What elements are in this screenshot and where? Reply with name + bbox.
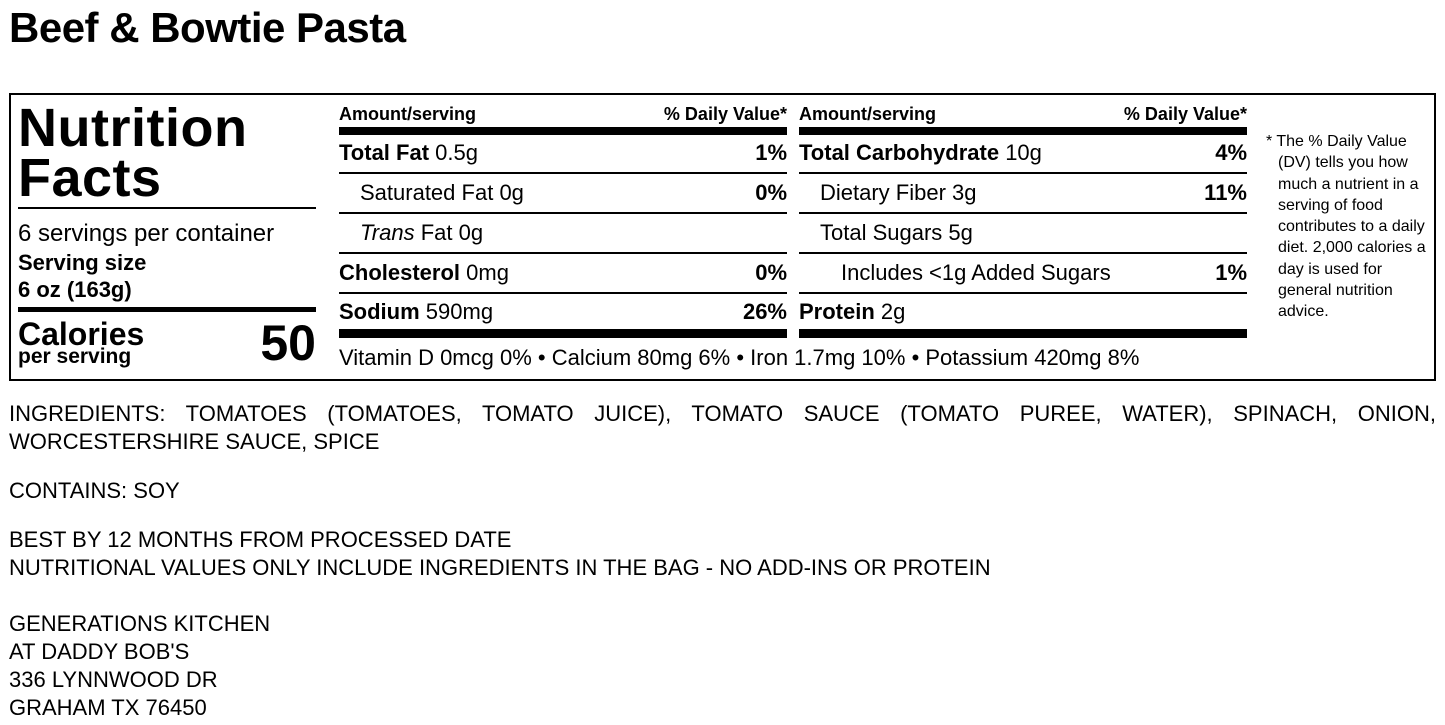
nutrient-row: Cholesterol 0mg 0% xyxy=(339,259,787,287)
nutrient-amount: 0g xyxy=(499,180,524,205)
nutrient-row: Sodium 590mg 26% xyxy=(339,298,787,326)
nutrient-amount: 0.5g xyxy=(435,140,478,165)
ingredients: INGREDIENTS: TOMATOES (TOMATOES, TOMATO … xyxy=(9,401,1436,454)
nutrient-row: Includes <1g Added Sugars 1% xyxy=(799,259,1247,287)
page-title: Beef & Bowtie Pasta xyxy=(9,4,406,51)
serving-size: 6 oz (163g) xyxy=(18,277,132,302)
daily-value: 26% xyxy=(742,299,787,324)
nutrient-name: Cholesterol xyxy=(339,260,461,285)
nutrient-name: Dietary Fiber xyxy=(820,180,946,205)
per-serving: per serving xyxy=(18,345,132,368)
calories-label: Calories xyxy=(18,316,145,352)
nutrient-amount: 10g xyxy=(1005,140,1042,165)
serving-size-label: Serving size xyxy=(18,250,147,275)
rule xyxy=(339,127,787,135)
label-heading: Nutrition xyxy=(18,98,248,158)
footnote: * The % Daily Value (DV) tells you how m… xyxy=(1266,133,1426,321)
nutrient-amount: 590mg xyxy=(425,299,494,324)
address-line: 336 LYNNWOOD DR xyxy=(9,667,218,692)
rule xyxy=(339,329,787,338)
column-header: Amount/serving xyxy=(799,104,937,124)
daily-value: 4% xyxy=(1215,140,1247,165)
rule xyxy=(799,252,1247,254)
nutrient-name: Trans xyxy=(360,220,415,245)
nutrient-name: Includes <1g Added Sugars xyxy=(841,260,1111,285)
nutrient-amount: 2g xyxy=(880,299,906,324)
nutrient-row: Total Carbohydrate 10g 4% xyxy=(799,139,1247,167)
nutrient-amount: 0mg xyxy=(466,260,509,285)
column-header: % Daily Value* xyxy=(663,104,787,124)
rule xyxy=(799,329,1247,338)
calories: 50 xyxy=(260,315,316,371)
address-line: AT DADDY BOB'S xyxy=(9,639,190,664)
nutrient-row: Dietary Fiber 3g 11% xyxy=(799,179,1247,207)
daily-value: 0% xyxy=(755,180,787,205)
nutrient-name: Total Fat xyxy=(339,140,430,165)
label-heading: Facts xyxy=(18,148,162,208)
nutrition-label xyxy=(9,93,1436,381)
daily-value: 11% xyxy=(1204,180,1247,205)
note: NUTRITIONAL VALUES ONLY INCLUDE INGREDIE… xyxy=(9,555,991,580)
contains: CONTAINS: SOY xyxy=(9,478,180,503)
daily-value: 0% xyxy=(755,260,787,285)
nutrient-row: Saturated Fat 0g 0% xyxy=(339,179,787,207)
note: BEST BY 12 MONTHS FROM PROCESSED DATE xyxy=(9,527,512,552)
rule xyxy=(339,292,787,294)
nutrient-amount: 3g xyxy=(952,180,977,205)
rule xyxy=(799,172,1247,174)
nutrient-name: Protein xyxy=(799,299,875,324)
rule xyxy=(339,252,787,254)
nutrient-row: Protein 2g xyxy=(799,298,1247,326)
rule xyxy=(799,127,1247,135)
nutrient-name: Fat xyxy=(420,220,453,245)
nutrient-name: Total Sugars xyxy=(820,220,943,245)
rule xyxy=(339,212,787,214)
address-line: GRAHAM TX 76450 xyxy=(9,695,207,720)
nutrient-amount: 0g xyxy=(458,220,484,245)
rule xyxy=(799,212,1247,214)
rule xyxy=(18,307,316,312)
address-line: GENERATIONS KITCHEN xyxy=(9,611,271,636)
nutrient-name: Saturated Fat xyxy=(360,180,494,205)
nutrient-row: Total Sugars 5g xyxy=(799,219,1247,247)
rule xyxy=(18,207,316,209)
nutrient-row: Total Fat 0.5g 1% xyxy=(339,139,787,167)
nutrient-name: Sodium xyxy=(339,299,420,324)
vitamins: Vitamin D 0mcg 0% • Calcium 80mg 6% • Ir… xyxy=(339,345,1140,370)
column-header: % Daily Value* xyxy=(1123,104,1247,124)
column-header: Amount/serving xyxy=(339,104,477,124)
rule xyxy=(799,292,1247,294)
nutrient-name: Total Carbohydrate xyxy=(799,140,1000,165)
daily-value: 1% xyxy=(1215,260,1247,285)
servings: 6 servings per container xyxy=(18,220,275,247)
nutrient-row: Trans Fat 0g xyxy=(339,219,787,247)
rule xyxy=(339,172,787,174)
nutrient-amount: 5g xyxy=(948,220,973,245)
daily-value: 1% xyxy=(755,140,787,165)
